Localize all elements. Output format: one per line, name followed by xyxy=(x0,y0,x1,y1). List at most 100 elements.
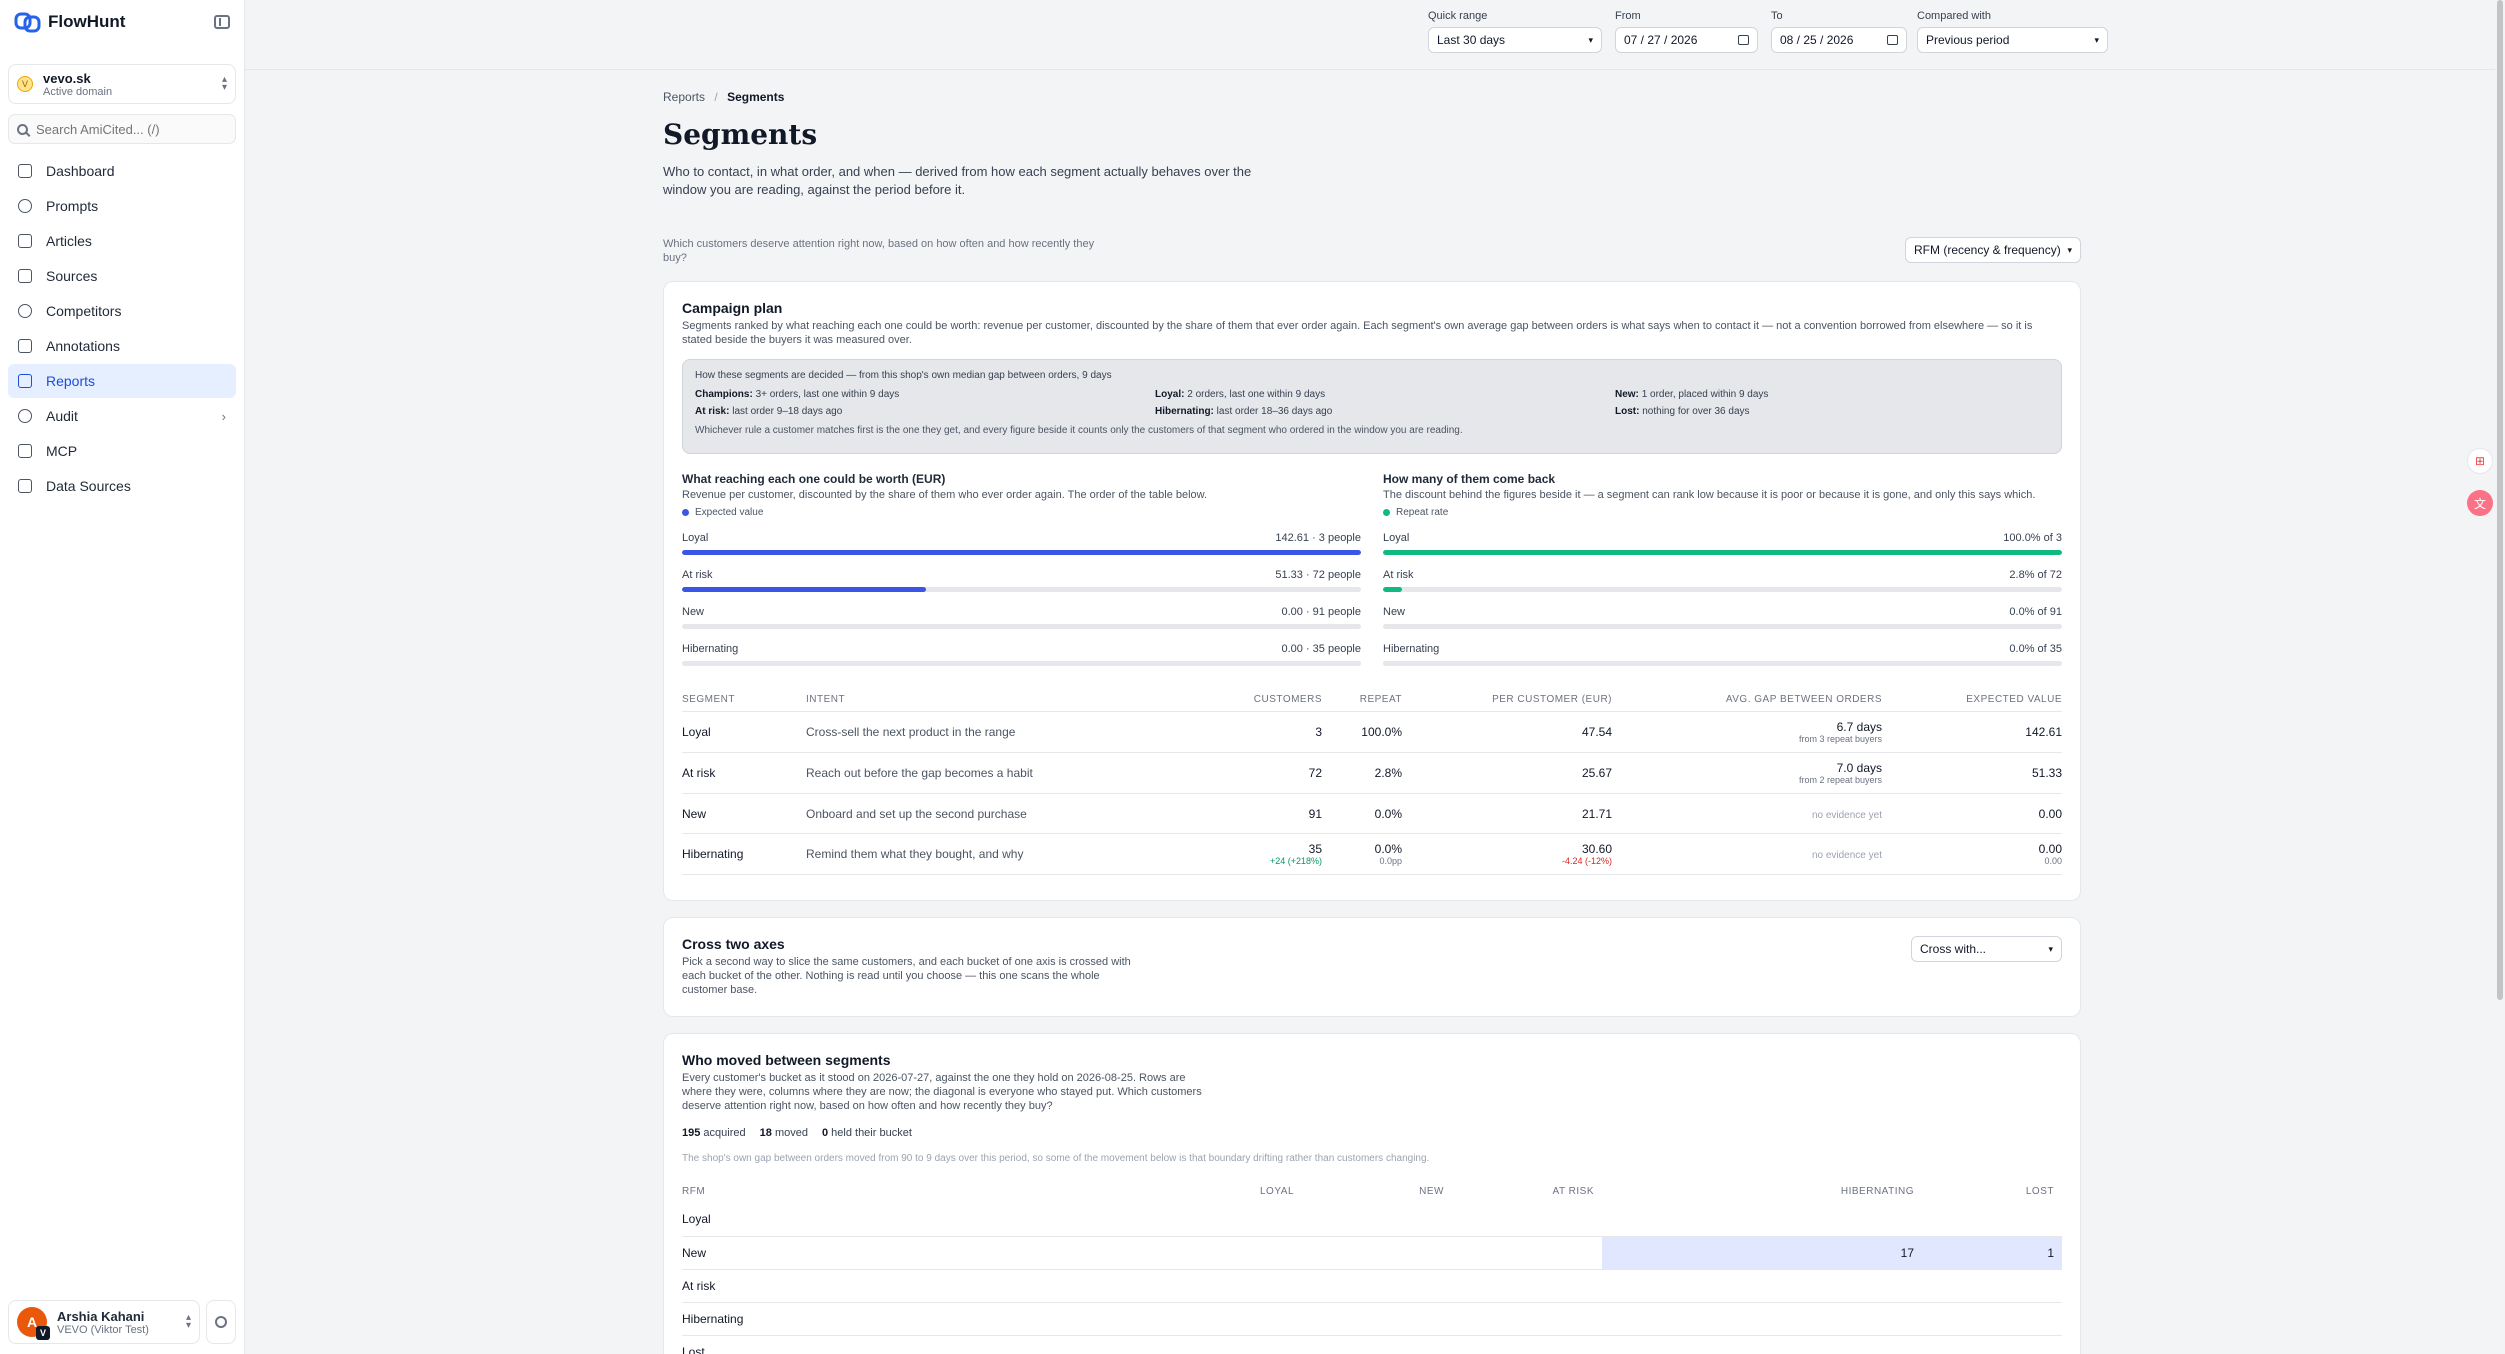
sidebar-item-audit[interactable]: Audit › xyxy=(8,399,236,433)
segment-name: New xyxy=(682,793,806,834)
movement-stat: 0 held their bucket xyxy=(821,1127,912,1139)
rule-text: nothing for over 36 days xyxy=(1642,406,1750,417)
movement-stat: 18 moved xyxy=(759,1127,808,1139)
flowhunt-logo-icon xyxy=(14,11,42,33)
sidebar-item-competitors[interactable]: Competitors xyxy=(8,294,236,328)
bar-row: New 0.0% of 91 xyxy=(1383,606,2062,629)
segment-rule: Champions: 3+ orders, last one within 9 … xyxy=(695,389,1155,400)
compare-select[interactable]: Previous period ▾ xyxy=(1917,27,2108,53)
sidebar-item-label: Data Sources xyxy=(46,478,131,494)
scrollbar-thumb[interactable] xyxy=(2497,0,2503,1000)
sidebar-item-dashboard[interactable]: Dashboard xyxy=(8,154,236,188)
matrix-cell xyxy=(1302,1335,1452,1354)
logo-row: FlowHunt xyxy=(0,0,244,44)
segment-intent: Onboard and set up the second purchase xyxy=(806,793,1066,834)
rule-text: last order 18–36 days ago xyxy=(1216,406,1333,417)
movement-note: The shop's own gap between orders moved … xyxy=(682,1153,1430,1164)
segmentation-question: Which customers deserve attention right … xyxy=(663,238,1095,264)
segment-intent: Remind them what they bought, and why xyxy=(806,833,1066,875)
column-header: CUSTOMERS xyxy=(1066,688,1322,712)
customers-cell-delta: +24 (+218%) xyxy=(1269,856,1322,866)
column-header: REPEAT xyxy=(1322,688,1402,712)
rule-text: 1 order, placed within 9 days xyxy=(1641,389,1769,400)
matrix-cell xyxy=(1452,1203,1602,1237)
grid-plus-icon[interactable]: ⊞ xyxy=(2467,448,2493,474)
expected-value-cell: 0.00 xyxy=(1882,793,2062,834)
gap-cell: no evidence yet xyxy=(1612,833,1882,875)
bar-value: 100.0% of 3 xyxy=(2003,532,2062,544)
sidebar-item-label: Dashboard xyxy=(46,163,115,179)
sidebar-item-label: Articles xyxy=(46,233,92,249)
rule-name: Hibernating: xyxy=(1155,406,1214,417)
per-customer-cell: 30.60 -4.24 (-12%) xyxy=(1402,833,1612,875)
chevron-right-icon: › xyxy=(221,408,226,424)
compare-label: Compared with xyxy=(1917,10,1991,22)
legend-dot-icon xyxy=(1383,509,1390,516)
breadcrumb: Reports / Segments xyxy=(663,90,2081,104)
breadcrumb-reports-link[interactable]: Reports xyxy=(663,90,706,104)
table-row: Lost xyxy=(682,1335,2062,1354)
bar-fill xyxy=(682,587,927,592)
gap-cell: 6.7 days from 3 repeat buyers xyxy=(1612,711,1882,753)
bar-value: 142.61 · 3 people xyxy=(1275,532,1361,544)
bar-track xyxy=(1383,550,2062,555)
matrix-cell xyxy=(1922,1302,2062,1336)
repeat-cell: 0.0% 0.0pp xyxy=(1322,833,1402,875)
compare-filter: Compared with Previous period ▾ xyxy=(1917,10,2108,53)
bar-value: 0.00 · 35 people xyxy=(1281,643,1361,655)
sources-icon xyxy=(18,269,32,283)
from-date-input[interactable]: 07 / 27 / 2026 xyxy=(1615,27,1758,53)
bar-track xyxy=(1383,624,2062,629)
table-row: Loyal Cross-sell the next product in the … xyxy=(682,711,2062,753)
column-header: HIBERNATING xyxy=(1840,1186,1914,1197)
segmentation-select[interactable]: RFM (recency & frequency) ▾ xyxy=(1905,237,2081,263)
segment-rule: Loyal: 2 orders, last one within 9 days xyxy=(1155,389,1615,400)
segment-table: SEGMENT INTENT CUSTOMERS REPEAT PER CUSTOMER… xyxy=(682,688,2062,875)
user-name: Arshia Kahani xyxy=(57,1308,145,1324)
sidebar-item-articles[interactable]: Articles xyxy=(8,224,236,258)
question-row: Which customers deserve attention right … xyxy=(663,237,2081,267)
sidebar-item-prompts[interactable]: Prompts xyxy=(8,189,236,223)
sidebar-item-reports[interactable]: Reports xyxy=(8,364,236,398)
campaign-plan-title: Campaign plan xyxy=(682,300,783,316)
sidebar-item-label: Reports xyxy=(46,373,96,389)
bar-label: Loyal xyxy=(682,532,709,544)
bar-row: At risk 2.8% of 72 xyxy=(1383,569,2062,592)
user-org: VEVO (Viktor Test) xyxy=(57,1323,149,1336)
per-customer-cell: 47.54 xyxy=(1402,711,1612,753)
calendar-icon[interactable] xyxy=(1887,35,1898,45)
rule-name: Lost: xyxy=(1615,406,1640,417)
matrix-cell xyxy=(1602,1335,1922,1354)
matrix-cell xyxy=(1302,1236,1452,1270)
repeat-rate-title: How many of them come back xyxy=(1383,472,1556,486)
sidebar-item-sources[interactable]: Sources xyxy=(8,259,236,293)
quick-range-select[interactable]: Last 30 days ▾ xyxy=(1428,27,1602,53)
column-header: RFM xyxy=(682,1186,706,1197)
to-date-input[interactable]: 08 / 25 / 2026 xyxy=(1771,27,1907,53)
cross-with-select[interactable]: Cross with... ▾ xyxy=(1911,936,2062,962)
settings-button[interactable] xyxy=(206,1300,236,1344)
matrix-cell xyxy=(1452,1236,1602,1270)
search-input[interactable] xyxy=(36,121,216,137)
movement-matrix: RFM LOYAL NEW AT RISK HIBERNATING LOST Loyal N… xyxy=(682,1180,2062,1354)
page-scrollbar[interactable] xyxy=(2495,0,2505,1354)
table-row: At risk Reach out before the gap becomes … xyxy=(682,752,2062,794)
column-header: LOST xyxy=(2025,1186,2054,1197)
domain-switcher[interactable]: V vevo.sk Active domain ▴ ▾ xyxy=(8,64,236,104)
translate-icon[interactable]: 文 xyxy=(2467,490,2493,516)
data-sources-icon xyxy=(18,479,32,493)
sidebar-item-annotations[interactable]: Annotations xyxy=(8,329,236,363)
search-box[interactable] xyxy=(8,114,236,144)
campaign-plan-card: Campaign plan Segments ranked by what re… xyxy=(663,281,2081,901)
movement-card: Who moved between segments Every custome… xyxy=(663,1033,2081,1354)
bar-value: 2.8% of 72 xyxy=(2009,569,2062,581)
movement-stat: 195 acquired xyxy=(682,1127,746,1139)
collapse-sidebar-icon[interactable] xyxy=(214,15,230,29)
sidebar-item-label: Annotations xyxy=(46,338,120,354)
sidebar-item-mcp[interactable]: MCP xyxy=(8,434,236,468)
legend-dot-icon xyxy=(682,509,689,516)
sidebar-item-data-sources[interactable]: Data Sources xyxy=(8,469,236,503)
calendar-icon[interactable] xyxy=(1738,35,1749,45)
